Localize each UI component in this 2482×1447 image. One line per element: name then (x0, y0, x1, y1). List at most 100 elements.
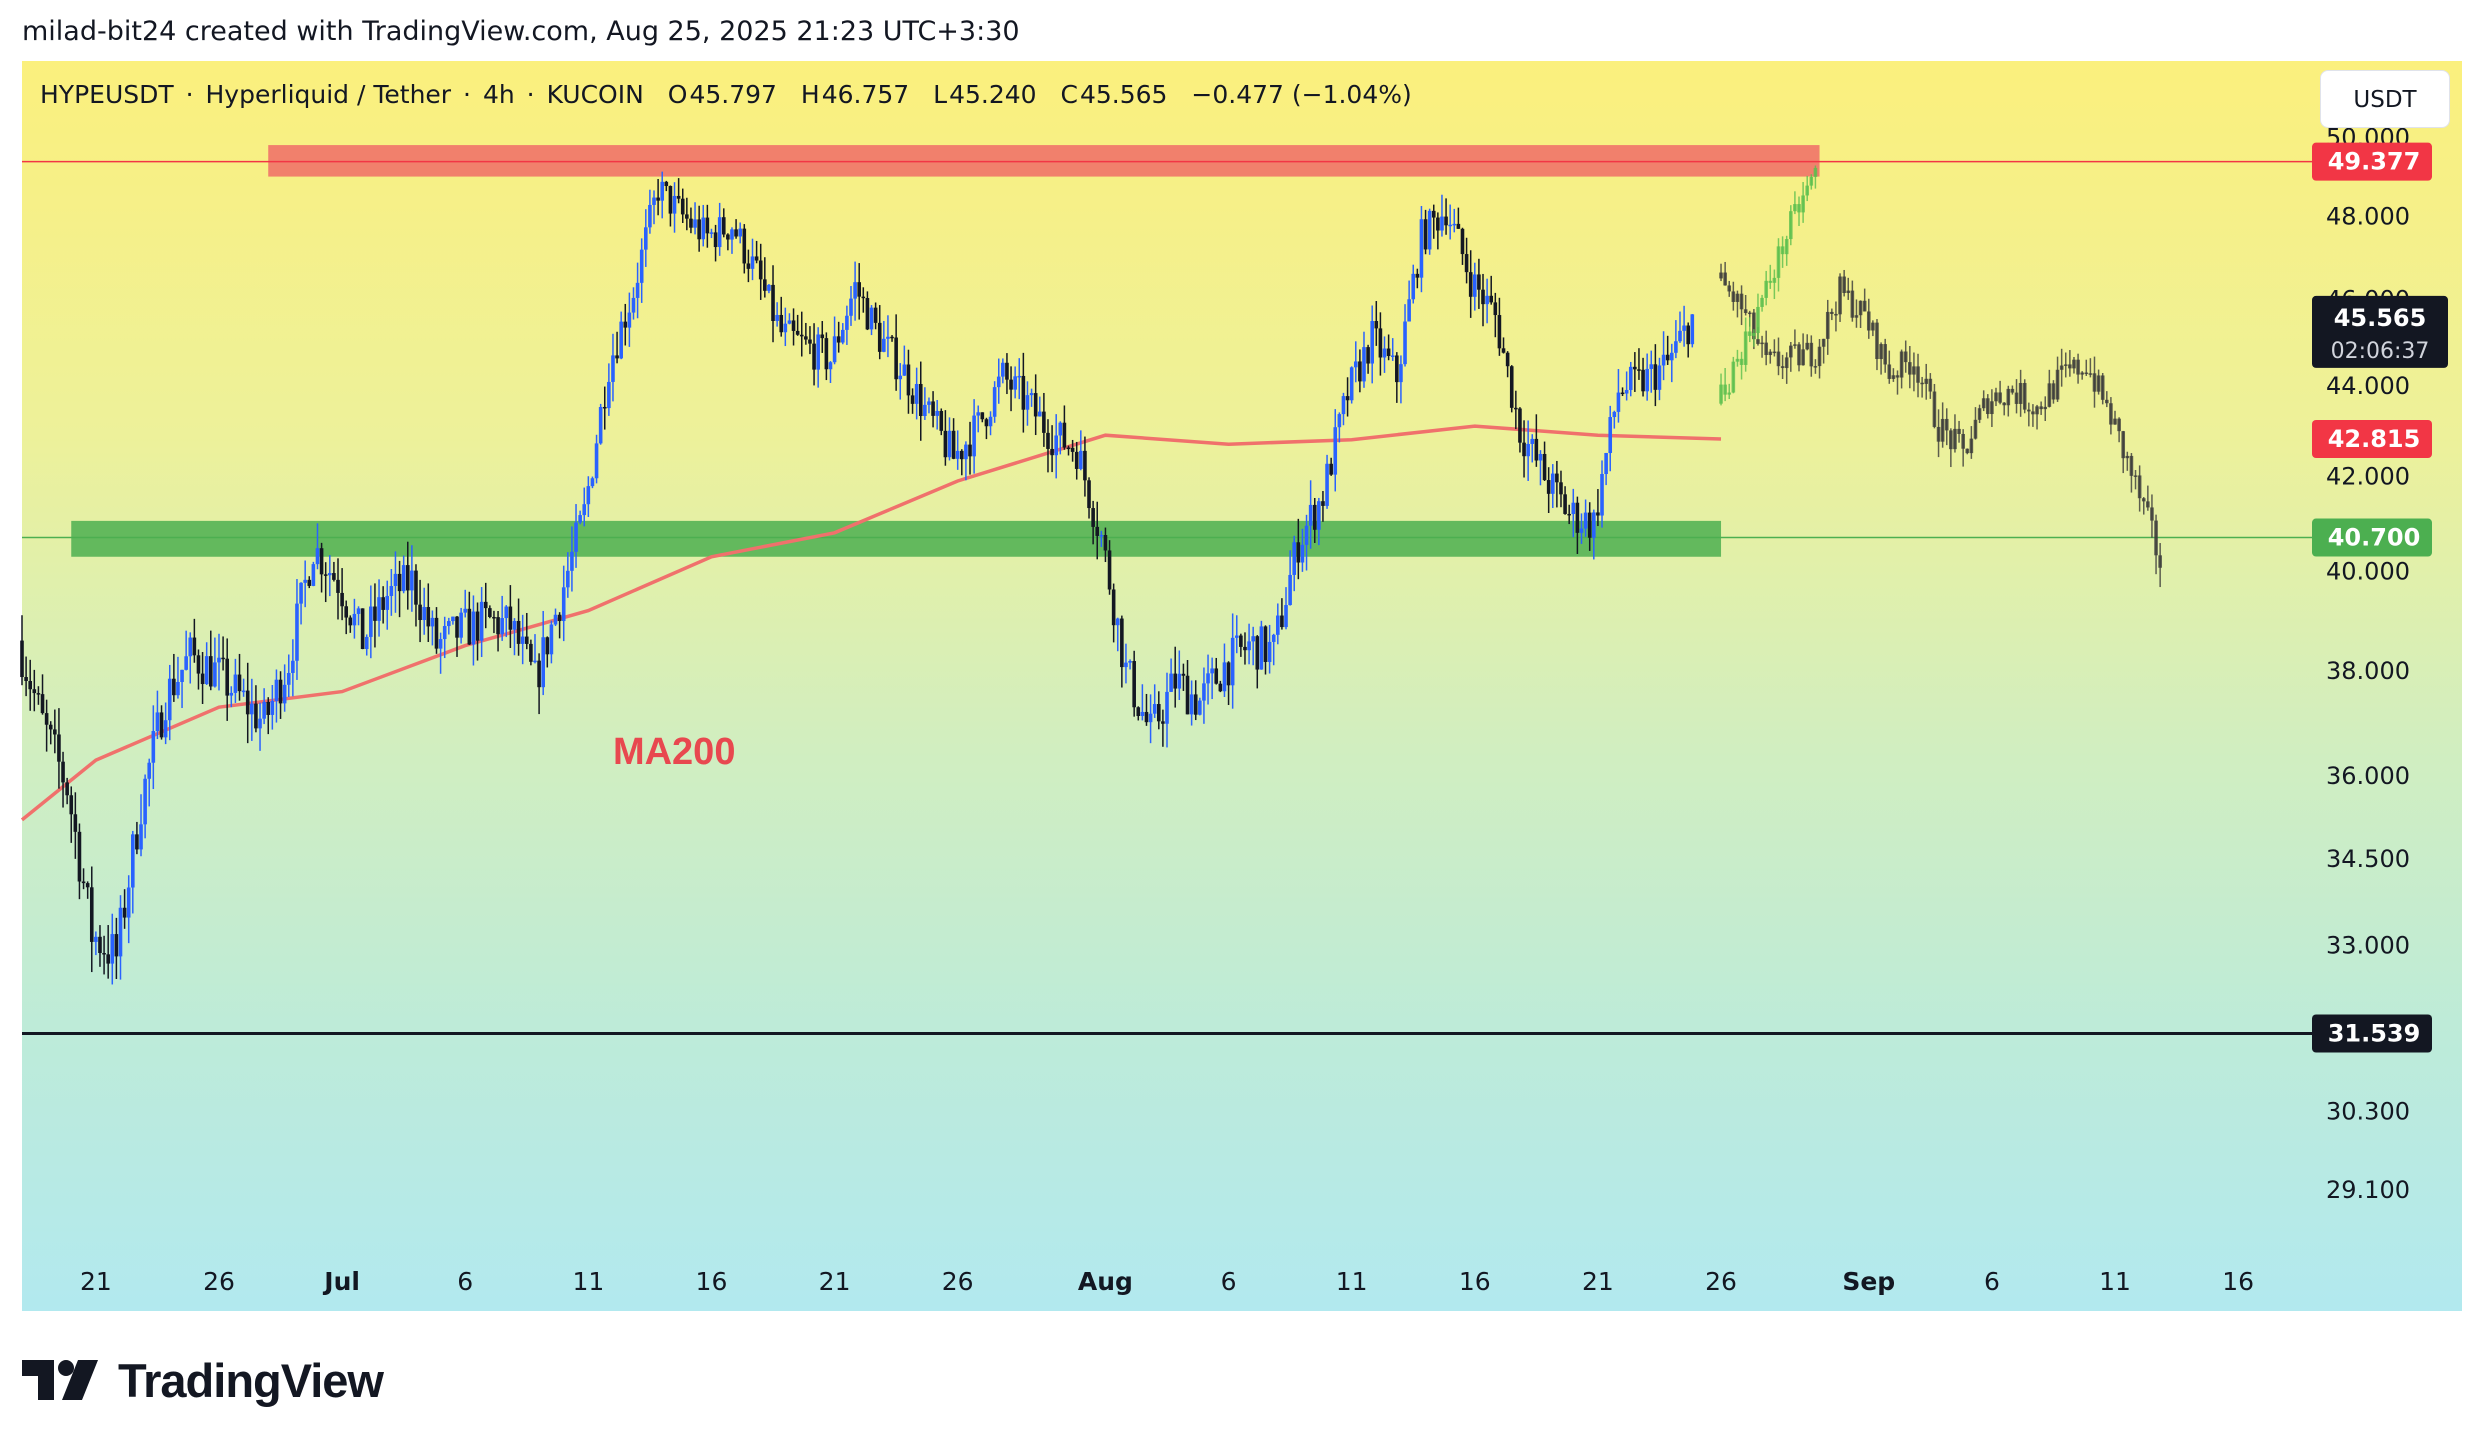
projection-path-candle-body (1854, 315, 1859, 318)
candle-body (1431, 210, 1436, 218)
symbol-interval[interactable]: 4h (482, 80, 515, 109)
candle-body (1555, 473, 1559, 483)
candle-body (94, 936, 98, 942)
candle-body (286, 672, 291, 685)
candle-body (327, 573, 332, 576)
candle-body (1132, 661, 1136, 708)
projection-path-candle-body (1830, 311, 1834, 314)
candle-body (89, 887, 94, 942)
candle-body (1538, 453, 1543, 461)
time-axis[interactable]: 21 26 Jul 6 11 16 21 26 Aug 6 11 16 21 26 Sep 6 11 16 (80, 1267, 2254, 1296)
candle-body (738, 228, 742, 237)
candle-body (1005, 362, 1009, 380)
candle-body (1025, 395, 1030, 410)
candle-body (1349, 367, 1354, 401)
candle-body (438, 639, 443, 649)
projection-path-candle-body (1743, 309, 1748, 314)
candle-body (1300, 544, 1305, 563)
candle-body (208, 656, 213, 687)
candle-body (1066, 447, 1071, 450)
projection-path-candle-body (2039, 406, 2043, 410)
projection-path-candle-body (1727, 285, 1732, 292)
candle-body (582, 504, 587, 516)
candle-body (1579, 528, 1584, 533)
candle-body (918, 384, 923, 417)
candle-body (291, 660, 295, 673)
projection-path-candle-body (1895, 375, 1900, 378)
projection-up-candle-body (1735, 358, 1740, 362)
candle-body (200, 673, 205, 685)
candle-body (250, 703, 254, 715)
candle-body (1087, 480, 1091, 509)
symbol-name: Hyperliquid / Tether (205, 80, 452, 109)
candle-body (1378, 328, 1383, 358)
candle-body (307, 579, 312, 586)
candle-body (717, 217, 722, 248)
projection-path-candle-body (1838, 276, 1842, 315)
current-price-tag: 45.565 (2334, 304, 2427, 332)
candle-body (1144, 711, 1149, 723)
candle-body (869, 307, 874, 330)
candle-body (1386, 348, 1391, 356)
candle-body (561, 587, 566, 622)
candle-body (754, 256, 759, 261)
projection-path-candle-body (2080, 372, 2084, 375)
candle-body (213, 662, 217, 687)
candle-body (393, 573, 398, 586)
close-value: 45.565 (1079, 80, 1168, 109)
candle-body (167, 678, 172, 721)
candle-body (323, 574, 328, 576)
projection-path-candle-body (2109, 403, 2113, 425)
candle-body (812, 343, 816, 370)
candle-body (643, 227, 648, 250)
projection-path-candle-body (1903, 351, 1908, 363)
candle-body (598, 406, 603, 444)
projection-up-candle-body (1797, 204, 1801, 213)
candle-body (352, 613, 357, 626)
chart-area[interactable] (22, 61, 2462, 1311)
tradingview-logo[interactable]: TradingView (22, 1350, 384, 1410)
projection-path-candle-body (1949, 430, 1953, 450)
projection-up-candle-body (1719, 384, 1723, 404)
candle-body (824, 338, 829, 370)
symbol-ticker[interactable]: HYPEUSDT (40, 80, 174, 109)
currency-button[interactable]: USDT (2320, 70, 2450, 128)
candle-body (1514, 407, 1518, 410)
candle-body (1169, 673, 1173, 692)
time-tick-label: 26 (942, 1267, 974, 1296)
chart-canvas[interactable]: MA200 50.00048.00046.00044.00042.00040.0… (0, 0, 2482, 1320)
candle-body (418, 604, 422, 621)
candle-body (1099, 535, 1104, 537)
projection-path-candle-body (1944, 418, 1949, 431)
candle-body (1526, 443, 1530, 457)
projection-path-candle-body (2117, 418, 2121, 432)
candle-body (377, 597, 381, 621)
projection-up-candle-body (1747, 331, 1752, 336)
candle-body (1111, 589, 1116, 626)
projection-path-candle-body (1731, 291, 1736, 302)
projection-path-candle-body (1961, 433, 1965, 449)
projection-path-candle-body (1784, 357, 1789, 369)
candle-body (385, 595, 390, 610)
candle-body (668, 186, 673, 214)
projection-path-candle-body (1879, 344, 1883, 360)
separator: · (463, 80, 471, 109)
projection-up-candle-body (1756, 306, 1760, 334)
candle-body (1062, 422, 1067, 448)
projection-up-candle-body (1723, 384, 1727, 395)
candle-body (135, 834, 139, 850)
candle-body (1485, 295, 1489, 305)
candle-body (721, 217, 726, 235)
candle-body (1304, 525, 1309, 545)
candle-body (873, 307, 878, 323)
candle-body (1481, 289, 1485, 305)
candle-body (701, 217, 706, 240)
change-value: −0.477 (−1.04%) (1191, 80, 1412, 109)
candle-body (586, 486, 591, 505)
candle-body (192, 637, 197, 656)
candle-body (943, 430, 948, 458)
candle-body (492, 616, 496, 619)
projection-path-candle-body (2006, 388, 2011, 406)
candle-body (229, 692, 234, 696)
candle-body (996, 376, 1001, 388)
